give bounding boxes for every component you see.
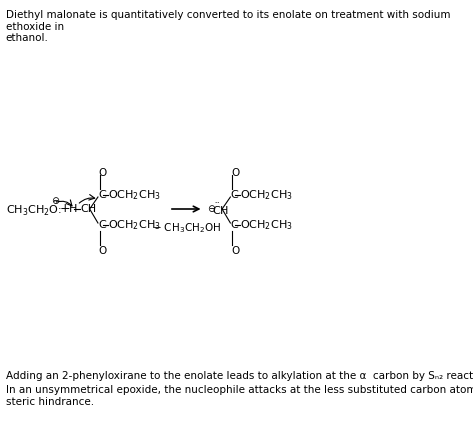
Text: O: O [231, 246, 239, 256]
Text: $\ominus$: $\ominus$ [207, 204, 216, 214]
Text: C: C [230, 220, 238, 230]
Text: OCH$_2$CH$_3$: OCH$_2$CH$_3$ [107, 218, 160, 232]
Text: CH$_3$CH$_2$$\mathregular{\ddot{O}}$:: CH$_3$CH$_2$$\mathregular{\ddot{O}}$: [6, 200, 61, 217]
Text: $\ominus$: $\ominus$ [51, 196, 60, 207]
Text: In an unsymmetrical epoxide, the nucleophile attacks at the less substituted car: In an unsymmetrical epoxide, the nucleop… [6, 385, 473, 407]
Text: C: C [230, 190, 238, 200]
Text: Adding an 2-phenyloxirane to the enolate leads to alkylation at the α  carbon by: Adding an 2-phenyloxirane to the enolate… [6, 371, 473, 381]
Text: O: O [231, 168, 239, 178]
Text: O: O [99, 246, 107, 256]
Text: C: C [98, 190, 105, 200]
Text: $-$ CH$_3$CH$_2$OH: $-$ CH$_3$CH$_2$OH [152, 221, 221, 235]
Text: $\mathregular{\ddot{C}}$H: $\mathregular{\ddot{C}}$H [212, 201, 229, 216]
Text: OCH$_2$CH$_3$: OCH$_2$CH$_3$ [107, 188, 160, 202]
Text: OCH$_2$CH$_3$: OCH$_2$CH$_3$ [240, 188, 293, 202]
Text: +: + [60, 203, 70, 216]
Text: OCH$_2$CH$_3$: OCH$_2$CH$_3$ [240, 218, 293, 232]
Text: CH: CH [80, 204, 96, 214]
Text: C: C [98, 220, 105, 230]
Text: Diethyl malonate is quantitatively converted to its enolate on treatment with so: Diethyl malonate is quantitatively conve… [6, 10, 450, 43]
Text: O: O [99, 168, 107, 178]
Text: H: H [69, 204, 78, 214]
